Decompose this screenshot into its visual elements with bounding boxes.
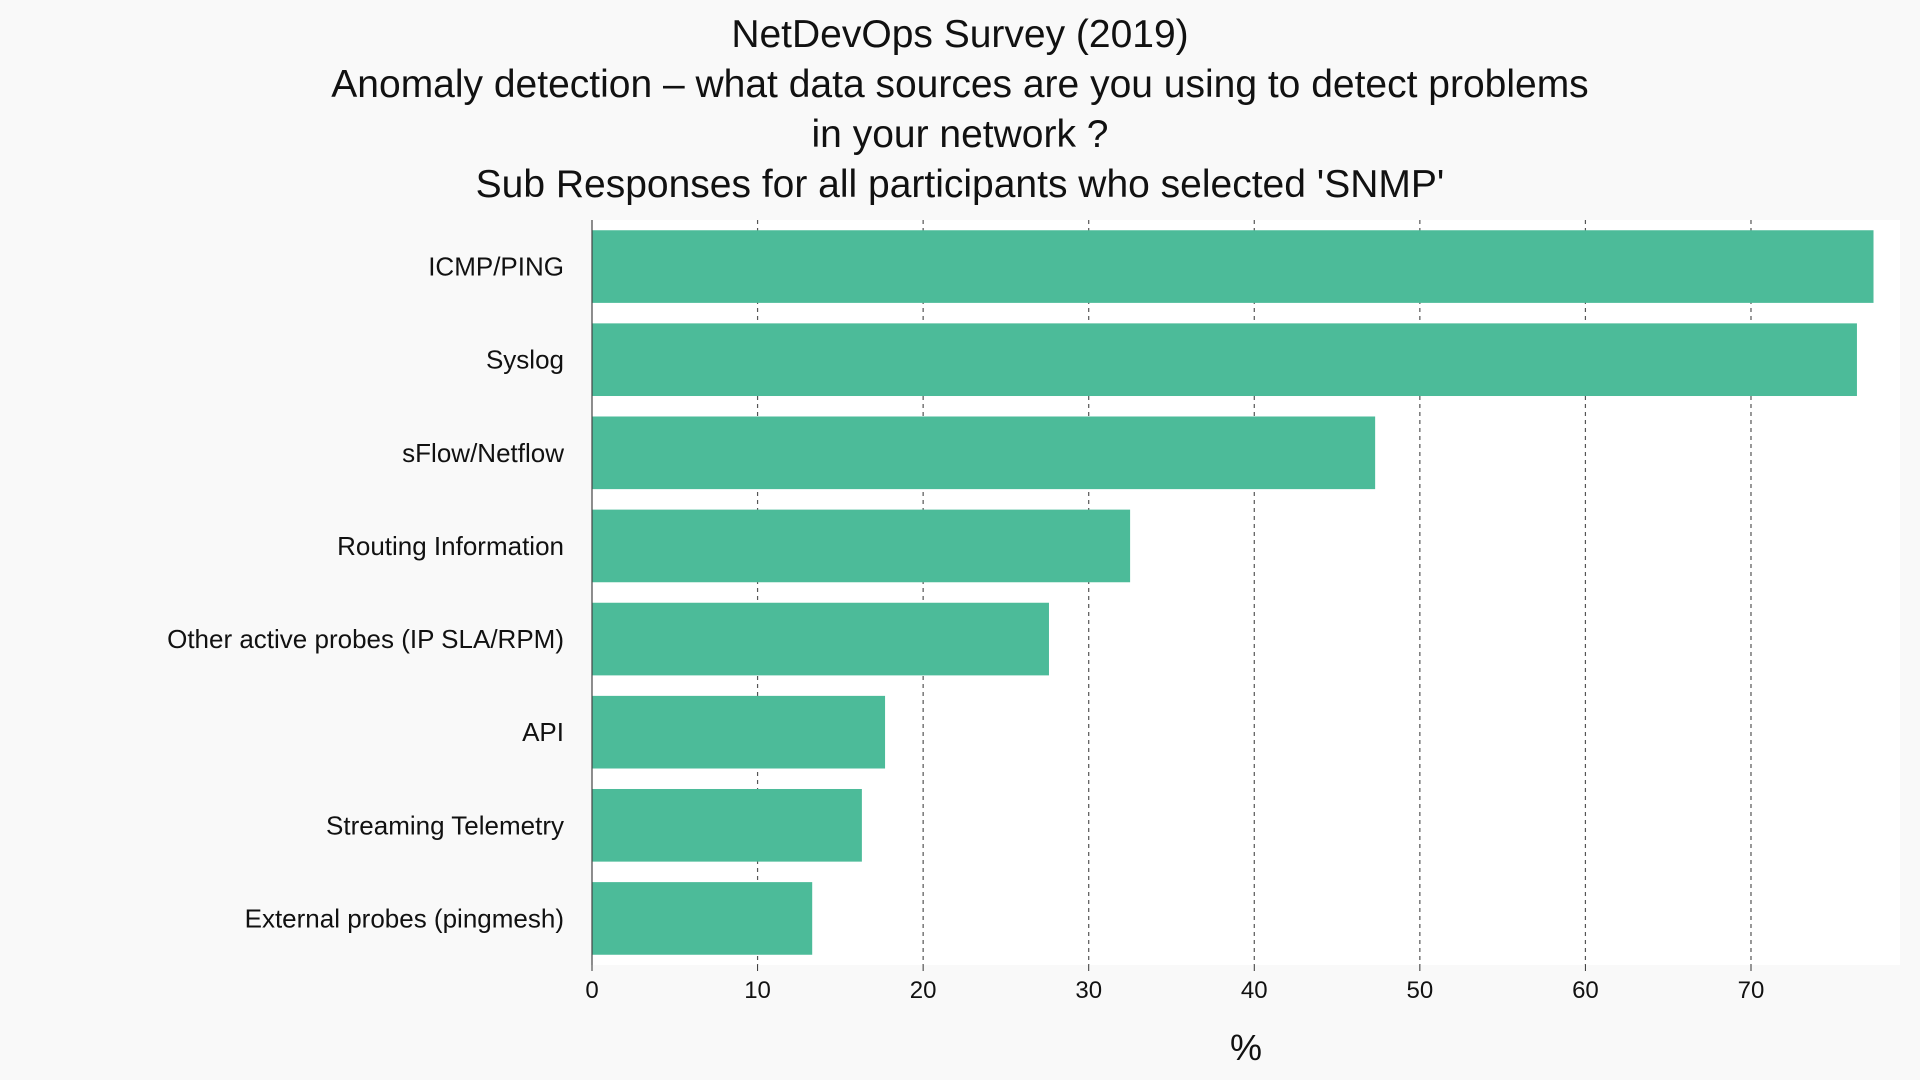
x-tick-label-30: 30 [1075,977,1102,1004]
x-tick-label-20: 20 [910,977,937,1004]
x-axis-ticks: 0 10 20 30 40 50 60 70 [585,965,1764,1004]
bar-syslog [592,323,1857,397]
category-label-api: API [522,717,564,747]
bar-icmp-ping [592,230,1874,303]
x-tick-label-70: 70 [1738,977,1765,1004]
x-tick-label-0: 0 [585,977,598,1004]
category-label-streaming-telemetry: Streaming Telemetry [326,810,564,840]
bar-sflow-netflow [592,416,1376,490]
x-tick-label-10: 10 [744,977,771,1004]
title-line-4: Sub Responses for all participants who s… [475,163,1445,206]
x-tick-label-60: 60 [1572,977,1599,1004]
bar-other-active-probes-ip-sla-rpm [592,602,1049,676]
x-tick-label-50: 50 [1406,977,1433,1004]
category-label-sflow-netflow: sFlow/Netflow [402,438,564,468]
x-tick-label-40: 40 [1241,977,1268,1004]
category-labels: ICMP/PING Syslog sFlow/Netflow Routing Info… [167,252,564,934]
category-label-other-active-probes-ip-sla-rpm: Other active probes (IP SLA/RPM) [167,624,564,654]
bar-external-probes-pingmesh [592,882,813,955]
title-line-2: Anomaly detection – what data sources ar… [331,63,1589,106]
bar-streaming-telemetry [592,788,862,862]
category-label-routing-information: Routing Information [337,531,564,561]
category-label-external-probes-pingmesh: External probes (pingmesh) [245,903,564,933]
title-line-1: NetDevOps Survey (2019) [731,13,1189,56]
bar-api [592,695,886,769]
title-line-3: in your network ? [811,113,1109,156]
category-label-icmp-ping: ICMP/PING [428,252,564,282]
bars [592,230,1874,955]
chart-title: NetDevOps Survey (2019) Anomaly detectio… [0,10,1920,210]
x-axis-title: % [1230,1027,1262,1068]
category-label-syslog: Syslog [486,345,564,375]
bar-routing-information [592,509,1131,583]
